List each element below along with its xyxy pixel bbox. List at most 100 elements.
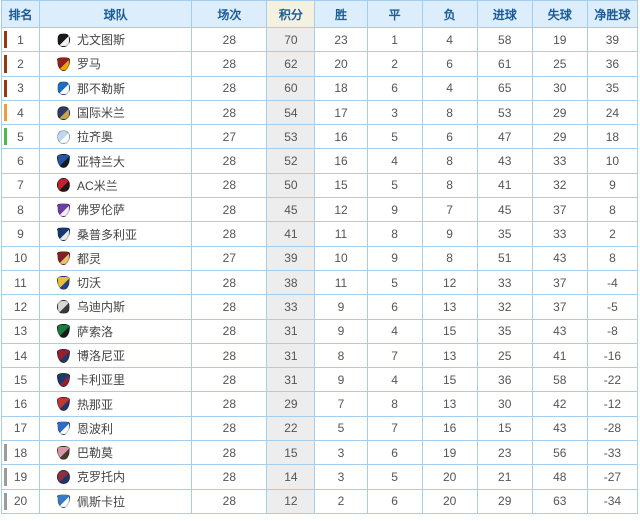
rank-cell: 2 — [0, 51, 41, 77]
inter-crest-icon — [57, 105, 71, 120]
team-cell: 佛罗伦萨 — [39, 197, 193, 223]
team-cell: 佩斯卡拉 — [39, 488, 193, 514]
napoli-crest-icon — [57, 81, 71, 96]
loss-cell: 12 — [421, 269, 478, 296]
points-cell: 15 — [266, 440, 316, 466]
win-cell: 23 — [314, 26, 368, 53]
header-goal-difference: 净胜球 — [586, 0, 639, 28]
played-cell: 28 — [191, 440, 268, 466]
win-cell: 15 — [314, 172, 368, 199]
zone-marker — [4, 347, 7, 364]
table-header-row: 排名 球队 场次 积分 胜 平 负 进球 失球 净胜球 — [0, 0, 639, 28]
played-cell: 28 — [191, 391, 268, 417]
team-cell: 拉齐奥 — [39, 124, 193, 150]
torino-crest-icon — [57, 251, 71, 266]
header-goals-for: 进球 — [476, 0, 533, 28]
header-wins: 胜 — [314, 0, 368, 28]
win-cell: 9 — [314, 318, 368, 344]
crotone-crest-icon — [57, 469, 71, 484]
ga-cell: 19 — [531, 26, 588, 53]
gd-cell: 35 — [586, 75, 639, 101]
team-name: 巴勒莫 — [77, 446, 114, 461]
zone-marker — [4, 31, 7, 49]
team-inner: 那不勒斯 — [41, 80, 191, 97]
gf-cell: 65 — [476, 75, 533, 101]
loss-cell: 13 — [421, 342, 478, 369]
rank-cell: 8 — [0, 197, 41, 223]
draw-cell: 8 — [366, 221, 423, 247]
ga-cell: 37 — [531, 197, 588, 223]
table-row: 16 热那亚 28 29 7 8 13 30 42 -12 — [0, 391, 639, 417]
win-cell: 9 — [314, 367, 368, 393]
rank-number: 12 — [13, 299, 28, 314]
played-cell: 28 — [191, 367, 268, 393]
header-points: 积分 — [266, 0, 316, 28]
played-cell: 28 — [191, 488, 268, 514]
team-name: 拉齐奥 — [77, 130, 114, 145]
zone-marker — [4, 395, 7, 412]
loss-cell: 8 — [421, 148, 478, 174]
win-cell: 7 — [314, 391, 368, 417]
zone-marker — [4, 55, 7, 73]
header-losses: 负 — [421, 0, 478, 28]
team-cell: 博洛尼亚 — [39, 342, 193, 369]
gd-cell: 18 — [586, 124, 639, 150]
sassuolo-crest-icon — [57, 324, 71, 339]
played-cell: 28 — [191, 342, 268, 369]
ga-cell: 25 — [531, 51, 588, 77]
team-name: 桑普多利亚 — [77, 227, 138, 242]
draw-cell: 7 — [366, 415, 423, 442]
team-inner: 尤文图斯 — [41, 31, 191, 48]
points-cell: 29 — [266, 391, 316, 417]
table-row: 6 亚特兰大 28 52 16 4 8 43 33 10 — [0, 148, 639, 174]
zone-marker — [4, 420, 7, 437]
ga-cell: 33 — [531, 148, 588, 174]
team-inner: 佛罗伦萨 — [41, 201, 191, 218]
gd-cell: 2 — [586, 221, 639, 247]
table-row: 20 佩斯卡拉 28 12 2 6 20 29 63 -34 — [0, 488, 639, 514]
empoli-crest-icon — [57, 421, 71, 436]
table-row: 8 佛罗伦萨 28 45 12 9 7 45 37 8 — [0, 197, 639, 223]
rank-number: 7 — [17, 178, 24, 193]
win-cell: 8 — [314, 342, 368, 369]
rank-cell: 17 — [0, 415, 41, 442]
team-name: 切沃 — [77, 276, 102, 291]
header-rank: 排名 — [0, 0, 41, 28]
loss-cell: 20 — [421, 488, 478, 514]
zone-marker — [4, 152, 7, 169]
rank-cell: 15 — [0, 367, 41, 393]
gd-cell: 24 — [586, 99, 639, 126]
win-cell: 2 — [314, 488, 368, 514]
ga-cell: 42 — [531, 391, 588, 417]
draw-cell: 5 — [366, 464, 423, 490]
rank-number: 9 — [17, 227, 24, 242]
pescara-crest-icon — [57, 494, 71, 509]
zone-marker — [4, 323, 7, 340]
gf-cell: 47 — [476, 124, 533, 150]
played-cell: 28 — [191, 294, 268, 320]
team-inner: AC米兰 — [41, 177, 191, 194]
team-name: 尤文图斯 — [77, 33, 126, 48]
zone-marker — [4, 128, 7, 146]
team-name: 都灵 — [77, 251, 102, 266]
played-cell: 28 — [191, 172, 268, 199]
ga-cell: 33 — [531, 221, 588, 247]
team-cell: 桑普多利亚 — [39, 221, 193, 247]
table-row: 5 拉齐奥 27 53 16 5 6 47 29 18 — [0, 124, 639, 150]
win-cell: 16 — [314, 124, 368, 150]
win-cell: 9 — [314, 294, 368, 320]
genoa-crest-icon — [57, 397, 71, 412]
table-row: 13 萨索洛 28 31 9 4 15 35 43 -8 — [0, 318, 639, 344]
ga-cell: 30 — [531, 75, 588, 101]
played-cell: 28 — [191, 99, 268, 126]
ga-cell: 58 — [531, 367, 588, 393]
rank-number: 4 — [17, 105, 24, 120]
gd-cell: 8 — [586, 197, 639, 223]
points-cell: 39 — [266, 245, 316, 271]
lazio-crest-icon — [57, 129, 71, 144]
table-row: 17 恩波利 28 22 5 7 16 15 43 -28 — [0, 415, 639, 442]
gd-cell: -33 — [586, 440, 639, 466]
team-cell: 罗马 — [39, 51, 193, 77]
played-cell: 28 — [191, 415, 268, 442]
